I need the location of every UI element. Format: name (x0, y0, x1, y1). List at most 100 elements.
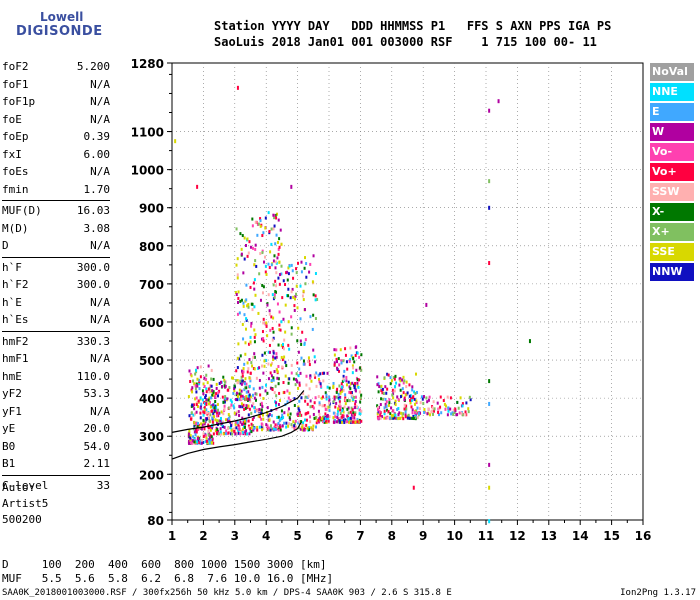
echo-point (194, 397, 197, 401)
echo-point (249, 285, 252, 289)
echo-point (216, 394, 219, 398)
echo-point (275, 352, 278, 356)
echo-point (297, 386, 300, 390)
echo-point (337, 407, 340, 411)
echo-point (239, 394, 242, 398)
echo-point (280, 242, 283, 246)
echo-point (252, 415, 255, 419)
echo-point (383, 416, 386, 420)
echo-point (199, 411, 202, 415)
echo-point (253, 278, 256, 282)
echo-point (235, 412, 238, 416)
echo-point (402, 375, 405, 379)
echo-point (194, 372, 197, 376)
echo-point (258, 386, 261, 390)
echo-point (293, 308, 296, 312)
echo-point (293, 426, 296, 430)
echo-point (338, 416, 341, 420)
echo-point (219, 430, 222, 434)
echo-point (376, 412, 379, 416)
echo-point (195, 382, 198, 386)
echo-point (210, 384, 213, 388)
echo-point (354, 399, 357, 403)
echo-point (219, 419, 222, 423)
echo-point (412, 417, 415, 421)
echo-point (260, 425, 263, 429)
echo-point (306, 395, 309, 399)
echo-point (340, 387, 343, 391)
echo-point (488, 462, 491, 467)
echo-point (461, 404, 464, 408)
echo-point (203, 384, 206, 388)
echo-point (351, 408, 354, 412)
echo-point (414, 415, 417, 419)
echo-point (197, 423, 200, 427)
echo-point (246, 361, 249, 365)
echo-point (308, 428, 311, 432)
echo-point (488, 108, 491, 113)
auto-label: Auto: (2, 481, 36, 494)
echo-point (333, 397, 336, 401)
echo-point (283, 338, 286, 342)
echo-point (342, 410, 345, 414)
echo-point (352, 411, 355, 415)
echo-point (357, 385, 360, 389)
echo-point (217, 432, 220, 436)
echo-point (358, 418, 361, 422)
echo-point (338, 369, 341, 373)
param-value: 1.70 (83, 182, 111, 196)
echo-point (379, 403, 382, 407)
echo-point (354, 411, 357, 415)
echo-point (305, 374, 308, 378)
echo-point (277, 343, 280, 347)
echo-point (212, 391, 215, 395)
echo-point (339, 408, 342, 412)
echo-point (287, 294, 290, 298)
echo-point (266, 424, 269, 428)
echo-point (301, 294, 304, 298)
echo-point (216, 402, 219, 406)
echo-point (427, 407, 430, 411)
echo-point (298, 420, 301, 424)
echo-point (208, 400, 211, 404)
echo-point (219, 416, 222, 420)
echo-point (290, 315, 293, 319)
echo-point (197, 427, 200, 431)
param-row: foF1p N/A (2, 93, 110, 111)
echo-point (382, 391, 385, 395)
echo-point (242, 304, 245, 308)
echo-point (277, 247, 280, 251)
echo-point (223, 378, 226, 382)
echo-point (244, 421, 247, 425)
echo-point (212, 441, 215, 445)
echo-point (248, 432, 251, 436)
param-label: h`F (2, 260, 22, 274)
echo-point (196, 377, 199, 381)
echo-point (287, 422, 290, 426)
param-label: M(D) (2, 221, 29, 235)
param-value: 16.03 (76, 204, 110, 217)
echo-point (255, 392, 258, 396)
echo-point (280, 417, 283, 421)
echo-point (240, 397, 243, 401)
echo-point (399, 388, 402, 392)
echo-point (275, 284, 278, 288)
echo-point (202, 410, 205, 414)
echo-point (403, 407, 406, 411)
echo-point (241, 431, 244, 435)
echo-point (251, 246, 254, 250)
echo-point (259, 252, 262, 256)
echo-point (359, 396, 362, 400)
param-row: h`E N/A (2, 294, 110, 312)
echo-point (238, 392, 241, 396)
echo-point (340, 420, 343, 424)
echo-point (287, 407, 290, 411)
echo-point (274, 356, 277, 360)
echo-point (253, 287, 256, 291)
echo-point (191, 386, 194, 390)
echo-point (410, 405, 413, 409)
echo-point (267, 428, 270, 432)
echo-point (318, 380, 321, 384)
param-value: N/A (90, 295, 110, 309)
echo-point (222, 400, 225, 404)
